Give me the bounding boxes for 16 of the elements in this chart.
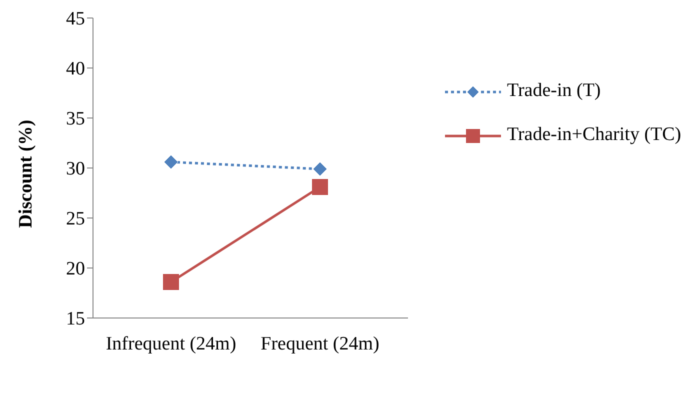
point (312, 162, 328, 176)
x-tick-label: Frequent (24m) (260, 333, 380, 354)
y-axis-title: Discount (%) (16, 120, 37, 228)
y-tick-label: 20 (66, 258, 85, 280)
x-tick-label: Infrequent (24m) (106, 333, 236, 354)
y-tick-label: 35 (66, 108, 85, 130)
legend-label: Trade-in (T) (507, 79, 602, 103)
y-tick-label: 40 (66, 58, 85, 80)
point (163, 274, 179, 290)
y-tick-label: 25 (66, 208, 85, 230)
y-tick-label: 15 (66, 308, 85, 330)
point (164, 154, 178, 170)
point (312, 179, 328, 195)
y-tick-label: 45 (66, 8, 85, 30)
legend-label: Trade-in+Charity (TC) (507, 123, 681, 147)
y-tick-label: 30 (66, 158, 85, 180)
